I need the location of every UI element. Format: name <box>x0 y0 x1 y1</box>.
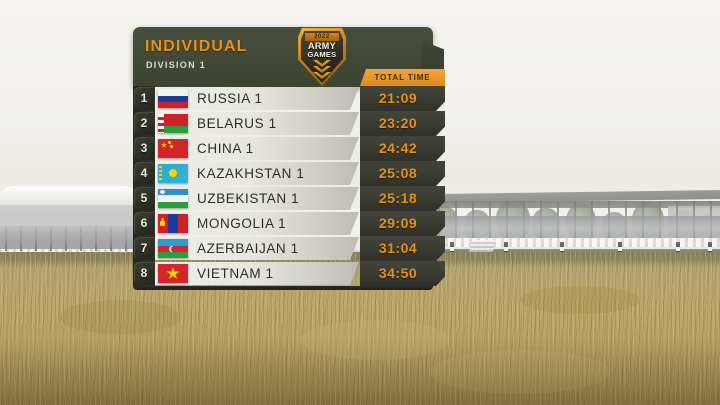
team-name-bar <box>155 87 359 110</box>
team-name: RUSSIA 1 <box>197 91 263 106</box>
flag-icon-mongolia <box>158 214 188 233</box>
grass-patch <box>10 330 120 360</box>
rank-badge <box>134 262 154 285</box>
total-time-value: 25:18 <box>378 190 418 206</box>
flag-icon-china <box>158 139 188 158</box>
time-cell-background <box>360 111 445 136</box>
team-name-bar <box>155 237 359 260</box>
scoreboard: INDIVIDUAL DIVISION 1 2022 ARMY GAMES TO… <box>133 27 445 290</box>
total-time-value: 24:42 <box>378 140 418 156</box>
flag-icon-vietnam <box>158 264 188 283</box>
rank-badge <box>134 137 154 160</box>
grass-patch <box>430 350 610 394</box>
time-cell-background <box>360 86 445 111</box>
rank-number: 7 <box>140 241 148 255</box>
time-cell-background <box>360 136 445 161</box>
table-row[interactable]: 4 KAZAKHSTAN 1 25:08 <box>133 161 445 186</box>
logo-line-games: GAMES <box>307 50 337 59</box>
team-name: KAZAKHSTAN 1 <box>197 166 305 181</box>
rank-badge <box>134 87 154 110</box>
table-row[interactable]: 5 UZBEKISTAN 1 25:18 <box>133 186 445 211</box>
team-name: CHINA 1 <box>197 141 254 156</box>
rank-number: 4 <box>140 166 148 180</box>
team-name-bar <box>155 137 359 160</box>
rank-number: 5 <box>140 191 148 205</box>
total-time-value: 25:08 <box>378 165 418 181</box>
field-foreground-shadow <box>0 340 720 405</box>
grass-patch <box>300 320 450 360</box>
rank-badge <box>134 212 154 235</box>
total-time-column-band <box>360 69 445 86</box>
time-cell-background <box>360 261 445 286</box>
flag-icon-belarus <box>158 114 188 133</box>
logo-year: 2022 <box>305 33 339 41</box>
rank-badge <box>134 112 154 135</box>
grass-patch <box>520 286 640 314</box>
total-time-value: 21:09 <box>378 90 418 106</box>
total-time-value: 29:09 <box>378 215 418 231</box>
rank-number: 2 <box>140 116 148 130</box>
table-row[interactable]: 2 BELARUS 1 23:20 <box>133 111 445 136</box>
rank-badge <box>134 162 154 185</box>
team-name-bar <box>155 187 359 210</box>
table-row[interactable]: 1 RUSSIA 1 21:09 <box>133 86 445 111</box>
grass-patch <box>60 300 180 334</box>
army-games-logo: 2022 ARMY GAMES <box>296 18 348 90</box>
page-title: INDIVIDUAL <box>145 38 248 55</box>
total-time-value: 34:50 <box>378 265 418 281</box>
logo-line-army: ARMY <box>307 41 337 51</box>
table-row[interactable]: 8 VIETNAM 1 34:50 <box>133 261 445 286</box>
rank-badge <box>134 237 154 260</box>
team-name: BELARUS 1 <box>197 116 277 131</box>
rank-number: 3 <box>140 141 148 155</box>
flag-icon-uzbekistan <box>158 189 188 208</box>
standings-list: 1 RUSSIA 1 21:09 2 BELARUS 1 23:20 3 <box>133 86 445 286</box>
time-cell-background <box>360 211 445 236</box>
table-row[interactable]: 7 AZERBAIJAN 1 31:04 <box>133 236 445 261</box>
flag-icon-kazakhstan <box>158 164 188 183</box>
division-label: DIVISION 1 <box>146 60 207 70</box>
team-name-bar <box>155 162 359 185</box>
team-name: VIETNAM 1 <box>197 266 274 281</box>
time-cell-background <box>360 161 445 186</box>
total-time-value: 31:04 <box>378 240 418 256</box>
team-name-bar <box>155 212 359 235</box>
scoreboard-base <box>133 286 433 290</box>
flag-icon-russia <box>158 89 188 108</box>
rank-badge <box>134 187 154 210</box>
time-cell-background <box>360 236 445 261</box>
flag-icon-azerbaijan <box>158 239 188 258</box>
table-row[interactable]: 3 CHINA 1 24:42 <box>133 136 445 161</box>
table-row[interactable]: 6 MONGOLIA 1 29:09 <box>133 211 445 236</box>
rank-number: 1 <box>140 91 148 105</box>
team-name: UZBEKISTAN 1 <box>197 191 300 206</box>
team-name: MONGOLIA 1 <box>197 216 287 231</box>
rank-number: 6 <box>140 216 148 230</box>
time-cell-background <box>360 186 445 211</box>
total-time-value: 23:20 <box>378 115 418 131</box>
team-name-bar <box>155 112 359 135</box>
grass-patch <box>140 360 340 405</box>
team-name-bar <box>155 262 359 285</box>
total-time-header: TOTAL TIME <box>374 73 431 82</box>
team-name: AZERBAIJAN 1 <box>197 241 299 256</box>
rank-number: 8 <box>140 266 148 280</box>
